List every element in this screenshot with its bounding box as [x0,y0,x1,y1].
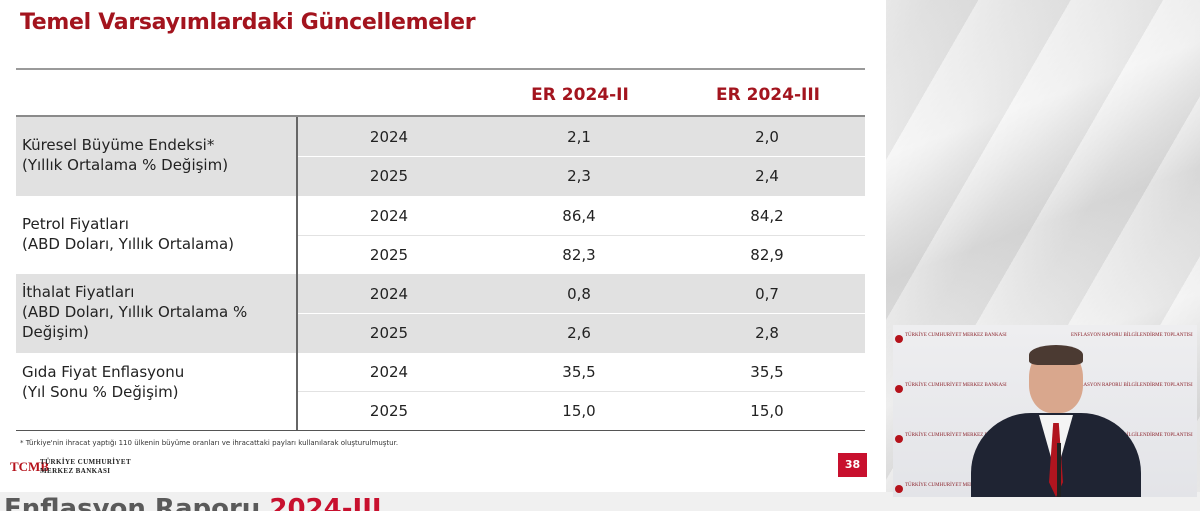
presentation-slide: Temel Varsayımlardaki Güncellemeler ER 2… [0,0,886,492]
value-cell: 2,3 [567,167,591,185]
year-cell: 2024 [369,207,409,225]
column-header-er-2024-ii: ER 2024-II [531,85,629,105]
value-cell: 2,4 [755,167,779,185]
row-separator [298,391,865,392]
divider [296,352,298,431]
slide-title: Temel Varsayımlardaki Güncellemeler [20,10,476,35]
tcmb-emblem-icon: TCMB [10,459,49,474]
value-cell: 35,5 [562,363,596,381]
value-cell: 0,7 [755,285,779,303]
value-cell: 82,3 [562,246,596,264]
table-group-global-growth: Küresel Büyüme Endeksi* (Yıllık Ortalama… [16,117,865,196]
row-label: Petrol Fiyatları (ABD Doları, Yıllık Ort… [22,215,235,253]
tcmb-logo: TCMB TÜRKİYE CUMHURİYET MERKEZ BANKASI [10,455,150,479]
row-label: Gıda Fiyat Enflasyonu (Yıl Sonu % Değişi… [22,363,185,401]
row-separator [298,313,865,314]
bottom-rule [16,430,865,431]
value-cell: 15,0 [562,402,596,420]
table-group-import-prices: İthalat Fiyatları (ABD Doları, Yıllık Or… [16,274,865,353]
speaker-figure [961,343,1151,497]
value-cell: 2,1 [567,128,591,146]
value-cell: 82,9 [750,246,784,264]
speaker-hair [1029,345,1083,365]
row-separator [298,235,865,236]
backdrop-event-text: ENFLASYON RAPORU BİLGİLENDİRME TOPLANTIS… [1071,333,1193,338]
logo-text-line2: MERKEZ BANKASI [40,467,111,475]
microphone-icon [1057,443,1061,497]
value-cell: 15,0 [750,402,784,420]
year-cell: 2024 [369,128,409,146]
next-slide-title-main: Enflasyon Raporu [4,494,270,511]
divider [296,274,298,353]
footnote: * Türkiye'nin ihracat yaptığı 110 ülkeni… [20,439,399,447]
row-separator [298,156,865,157]
value-cell: 0,8 [567,285,591,303]
logo-text-line1: TÜRKİYE CUMHURİYET [40,458,132,466]
next-slide-title-accent: 2024-III [269,494,382,511]
page-number-badge: 38 [838,453,867,477]
divider [296,117,298,196]
year-cell: 2025 [369,167,409,185]
value-cell: 84,2 [750,207,784,225]
backdrop-brand-text: TÜRKİYE CUMHURİYET MERKEZ BANKASI [895,333,1023,347]
row-label: Küresel Büyüme Endeksi* (Yıllık Ortalama… [22,136,229,174]
value-cell: 2,6 [567,324,591,342]
backdrop-event-text: ENFLASYON RAPORU BİLGİLENDİRME TOPLANTIS… [1071,383,1193,388]
divider [296,196,298,275]
column-header-er-2024-iii: ER 2024-III [716,85,820,105]
backdrop-brand-text: TÜRKİYE CUMHURİYET MERKEZ BANKASI [895,383,1023,397]
table-group-food-inflation: Gıda Fiyat Enflasyonu (Yıl Sonu % Değişi… [16,352,865,431]
value-cell: 2,0 [755,128,779,146]
table-group-oil-prices: Petrol Fiyatları (ABD Doları, Yıllık Ort… [16,196,865,275]
year-cell: 2025 [369,324,409,342]
row-label: İthalat Fiyatları (ABD Doları, Yıllık Or… [22,283,248,341]
backdrop-event-text: ENFLASYON RAPORU BİLGİLENDİRME TOPLANTIS… [1071,433,1193,438]
value-cell: 2,8 [755,324,779,342]
backdrop-brand-text: TÜRKİYE CUMHURİYET MERKEZ BANKASI [895,483,1023,497]
value-cell: 35,5 [750,363,784,381]
year-cell: 2025 [369,402,409,420]
value-cell: 86,4 [562,207,596,225]
top-rule [16,68,865,70]
year-cell: 2024 [369,363,409,381]
backdrop-brand-text: TÜRKİYE CUMHURİYET MERKEZ BANKASI [895,433,1023,447]
header-rule [16,115,865,117]
next-slide-title: Enflasyon Raporu 2024-III [4,494,382,511]
year-cell: 2024 [369,285,409,303]
year-cell: 2025 [369,246,409,264]
speaker-video-inset: TÜRKİYE CUMHURİYET MERKEZ BANKASI TÜRKİY… [893,325,1197,497]
